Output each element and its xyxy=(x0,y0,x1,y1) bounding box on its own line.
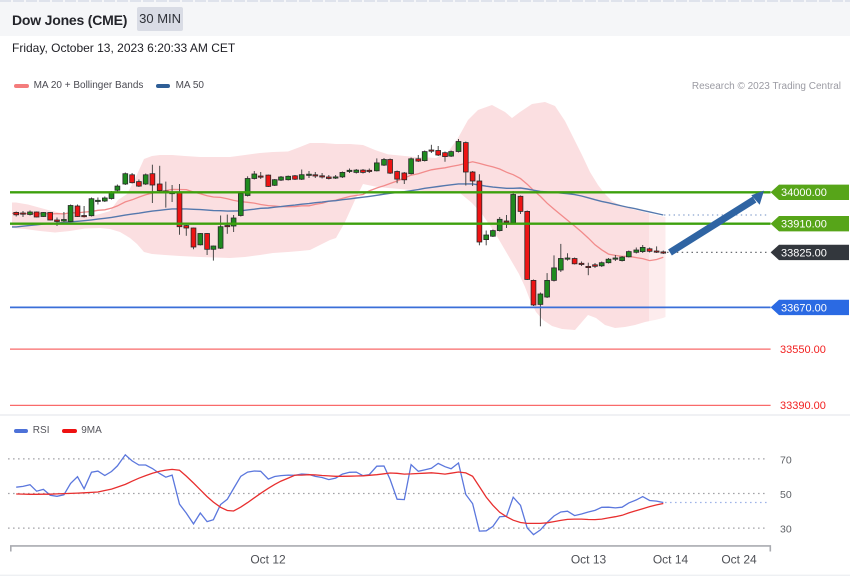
svg-text:Oct 13: Oct 13 xyxy=(571,553,607,567)
svg-text:30: 30 xyxy=(780,524,792,536)
svg-text:34000.00: 34000.00 xyxy=(781,187,827,199)
svg-text:70: 70 xyxy=(780,454,792,466)
svg-text:33670.00: 33670.00 xyxy=(781,302,827,314)
svg-text:Oct 24: Oct 24 xyxy=(721,553,757,567)
svg-text:33390.00: 33390.00 xyxy=(780,400,826,412)
svg-text:33910.00: 33910.00 xyxy=(781,219,827,231)
svg-text:Oct 12: Oct 12 xyxy=(250,553,286,567)
svg-text:Oct 14: Oct 14 xyxy=(653,553,689,567)
svg-text:33825.00: 33825.00 xyxy=(781,247,827,259)
svg-text:50: 50 xyxy=(780,489,792,501)
svg-text:33550.00: 33550.00 xyxy=(780,344,826,356)
